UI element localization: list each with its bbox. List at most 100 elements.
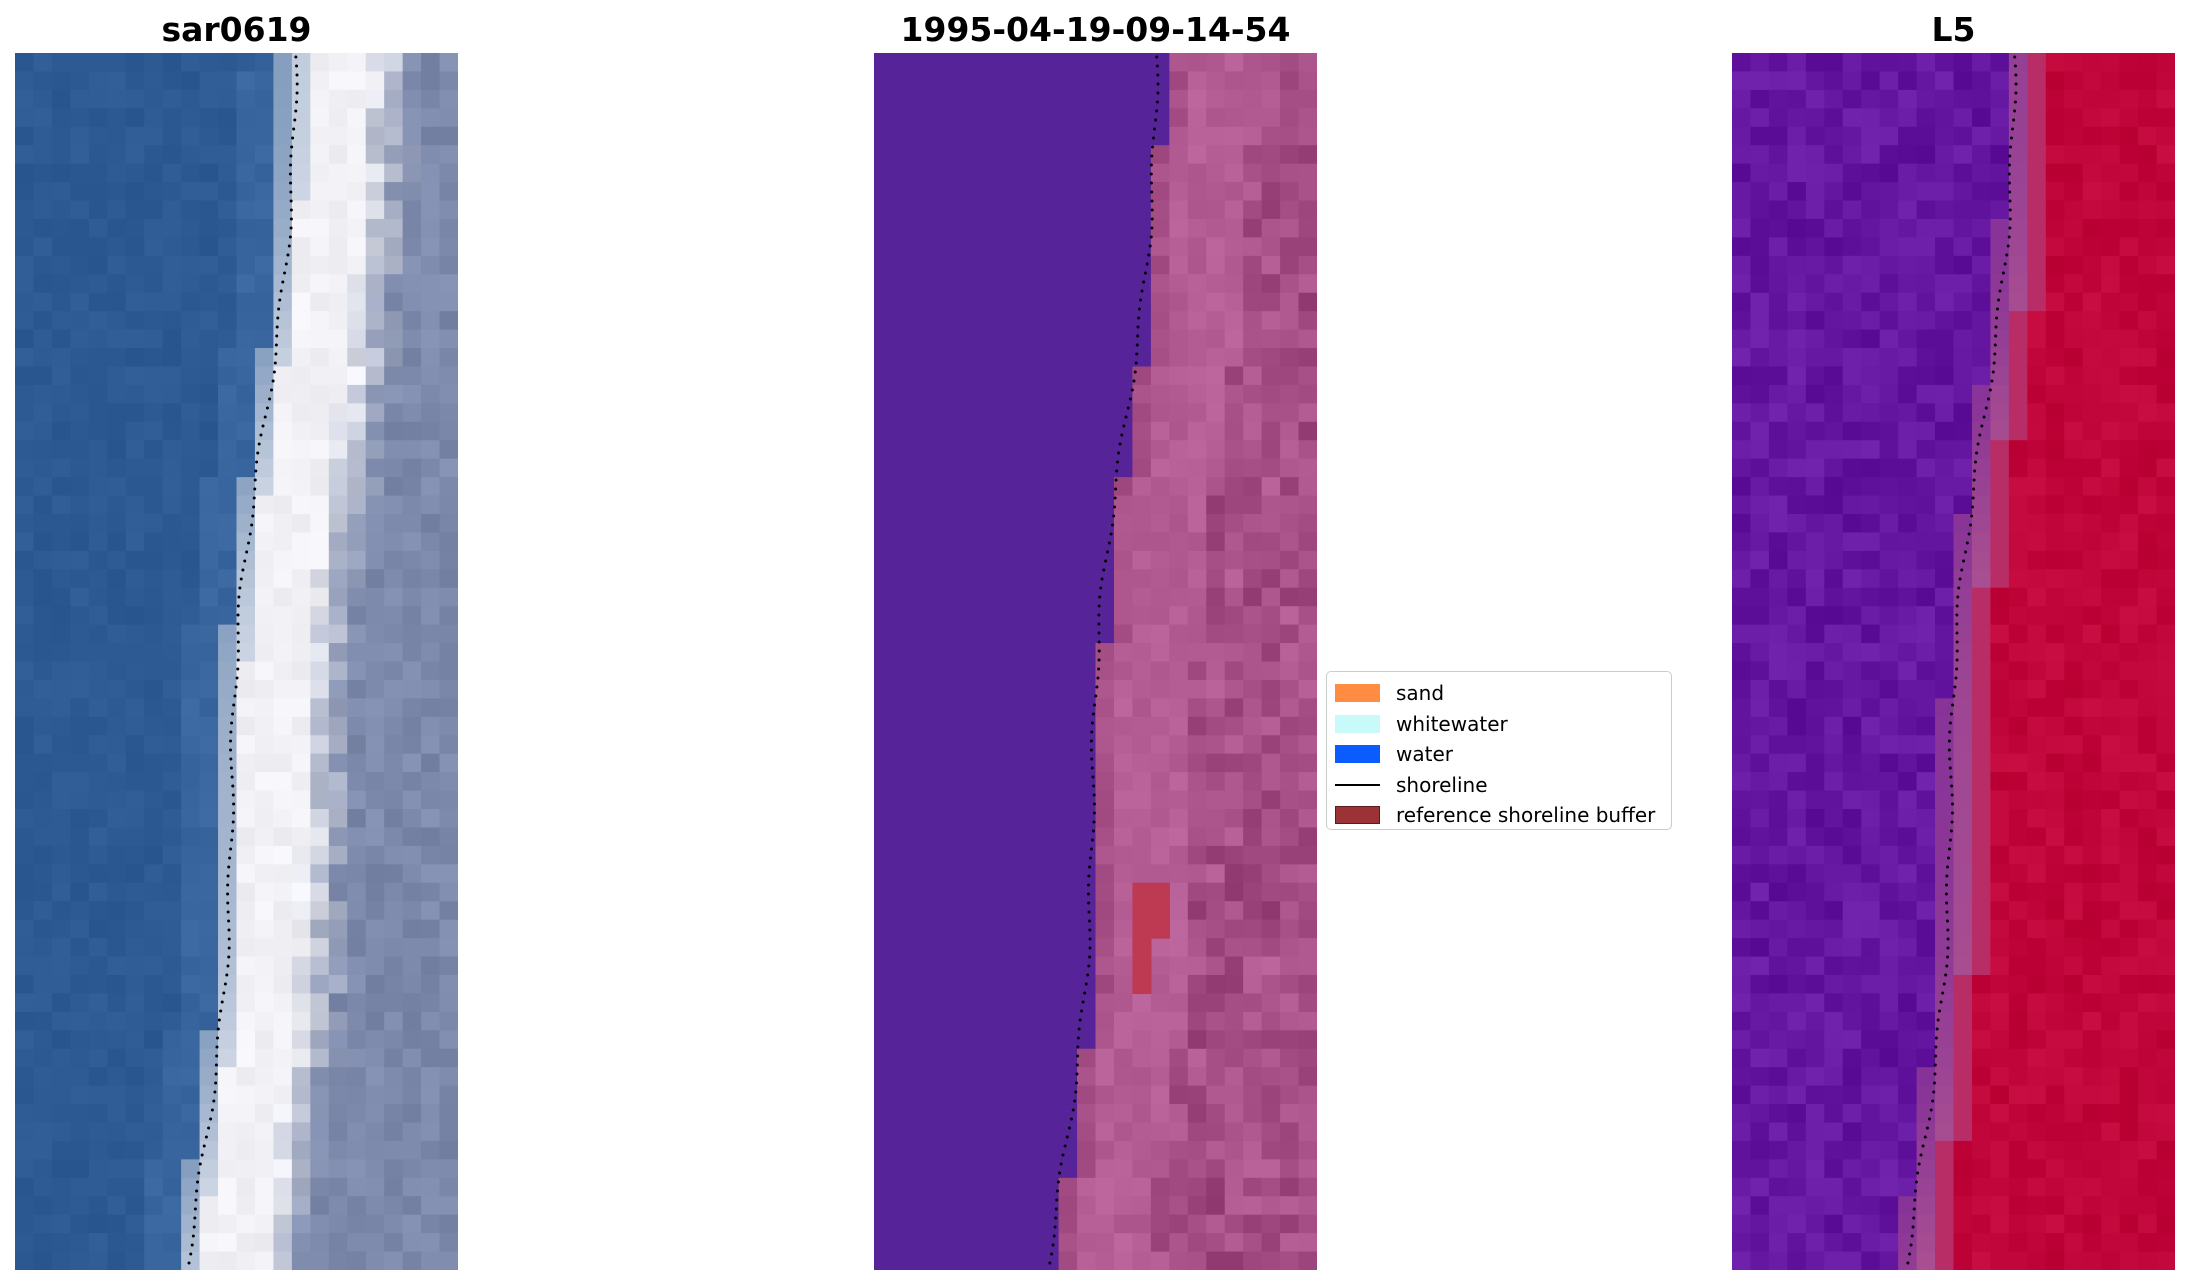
rgb-pixel: [347, 1030, 367, 1050]
rgb-pixel: [15, 274, 35, 294]
index-pixel: [1732, 1030, 1752, 1050]
rgb-pixel: [365, 421, 385, 441]
classified-pixel: [1077, 495, 1097, 515]
index-image: [1732, 53, 2175, 1270]
classified-pixel: [1095, 1085, 1115, 1105]
classified-pixel: [947, 329, 967, 349]
classified-pixel: [1280, 716, 1300, 736]
index-pixel: [1935, 182, 1955, 202]
classified-pixel: [929, 790, 949, 810]
rgb-pixel: [199, 661, 219, 681]
rgb-pixel: [51, 440, 71, 460]
index-pixel: [1879, 1104, 1899, 1124]
index-pixel: [1750, 1214, 1770, 1234]
index-pixels: [1732, 53, 2175, 1270]
classified-pixel: [1298, 698, 1317, 718]
rgb-pixel: [70, 329, 90, 349]
rgb-pixel: [347, 163, 367, 183]
rgb-pixel: [70, 735, 90, 755]
rgb-pixel: [347, 440, 367, 460]
classified-pixel: [984, 606, 1004, 626]
index-pixel: [2064, 790, 2084, 810]
index-pixel: [1971, 569, 1992, 589]
shoreline-point: [200, 1153, 204, 1157]
index-pixel: [1861, 53, 1881, 73]
rgb-pixel: [33, 421, 53, 441]
classified-pixel: [1187, 1251, 1207, 1270]
classified-pixel: [1058, 163, 1078, 183]
index-pixel: [1842, 71, 1862, 91]
rgb-pixel: [365, 403, 385, 423]
index-pixel: [1787, 845, 1807, 865]
rgb-pixel: [439, 329, 458, 349]
index-pixel: [1750, 753, 1770, 773]
rgb-pixel: [33, 458, 53, 478]
index-pixel: [2008, 1122, 2028, 1142]
classified-pixel: [892, 1122, 912, 1142]
classified-pixel: [1206, 71, 1226, 91]
classified-pixel: [929, 938, 949, 958]
index-pixel: [1824, 329, 1844, 349]
rgb-pixel: [218, 421, 238, 441]
rgb-pixel: [70, 403, 90, 423]
rgb-pixel: [51, 477, 71, 497]
classified-pixel: [892, 845, 912, 865]
rgb-pixel: [218, 163, 238, 183]
rgb-pixel: [402, 1233, 422, 1253]
shoreline-point: [1092, 784, 1096, 788]
index-pixel: [1990, 661, 2010, 681]
classified-pixel: [1169, 200, 1189, 220]
index-pixel: [2138, 311, 2158, 331]
index-pixel: [1768, 1196, 1788, 1216]
rgb-pixel: [70, 458, 90, 478]
classified-pixel: [892, 993, 912, 1013]
classified-pixel: [929, 550, 949, 570]
index-pixel: [2138, 329, 2158, 349]
rgb-pixel: [70, 661, 90, 681]
rgb-pixel: [181, 809, 201, 829]
classified-pixel: [947, 495, 967, 515]
index-pixel: [1824, 218, 1844, 238]
classified-pixel: [1095, 1214, 1115, 1234]
classified-pixel: [892, 163, 912, 183]
classified-pixel: [892, 53, 912, 73]
rgb-pixel: [254, 1011, 275, 1031]
classified-pixel: [1040, 845, 1060, 865]
rgb-pixel: [162, 458, 182, 478]
classified-pixel: [1113, 1233, 1134, 1253]
rgb-pixel: [70, 384, 90, 404]
classified-pixel: [1187, 384, 1207, 404]
index-pixel: [2027, 845, 2047, 865]
index-pixel: [2064, 89, 2084, 109]
classified-pixel: [910, 440, 930, 460]
classified-pixel: [1150, 1140, 1170, 1160]
shoreline-point: [290, 145, 294, 149]
rgb-pixel: [310, 882, 330, 902]
index-pixel: [1787, 495, 1807, 515]
rgb-pixel: [199, 458, 219, 478]
classified-pixel: [1298, 882, 1317, 902]
classified-pixel: [1003, 679, 1023, 699]
index-pixel: [1805, 1140, 1825, 1160]
classified-pixel: [929, 237, 949, 257]
index-pixel: [2027, 1011, 2047, 1031]
index-pixel: [1824, 108, 1844, 128]
classified-pixel: [1169, 477, 1189, 497]
classified-pixel: [1298, 864, 1317, 884]
classified-pixel: [1040, 735, 1060, 755]
rgb-pixel: [33, 71, 53, 91]
rgb-pixel: [88, 606, 108, 626]
classified-pixel: [1077, 218, 1097, 238]
index-pixel: [1824, 237, 1844, 257]
index-pixel: [2119, 89, 2139, 109]
index-pixel: [1842, 477, 1862, 497]
index-pixel: [2156, 403, 2175, 423]
index-pixel: [1732, 901, 1752, 921]
index-pixel: [1861, 993, 1881, 1013]
rgb-pixel: [291, 71, 311, 91]
classified-pixel: [1206, 311, 1226, 331]
classified-pixel: [1150, 237, 1170, 257]
classified-pixel: [1132, 569, 1152, 589]
index-pixel: [1935, 1196, 1955, 1216]
index-pixel: [1861, 809, 1881, 829]
